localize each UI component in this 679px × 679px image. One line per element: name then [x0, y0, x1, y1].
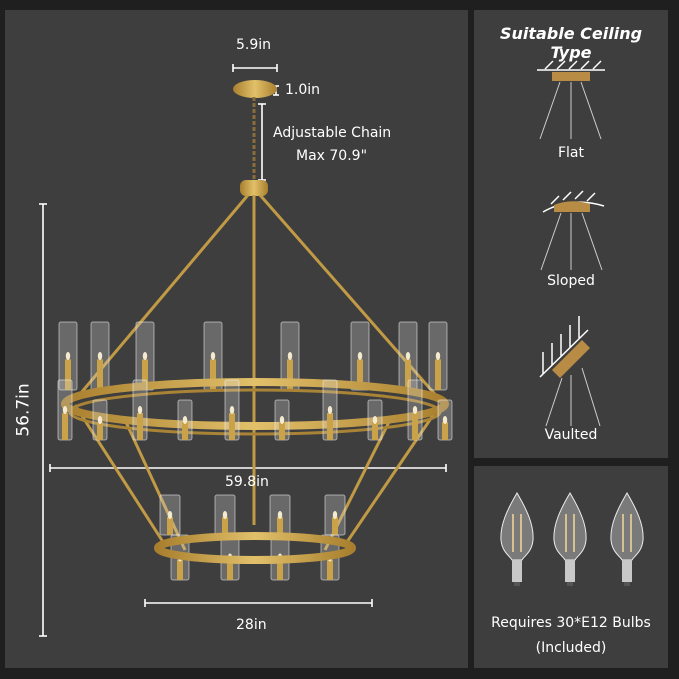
canopy-height-label: 1.0in	[285, 82, 321, 98]
upper-diameter-label: 59.8in	[225, 474, 269, 490]
hub	[240, 180, 268, 196]
chain-label-line1: Adjustable Chain	[273, 125, 392, 141]
candle-glass	[159, 494, 181, 536]
ceiling-type-vaulted: Vaulted	[544, 427, 598, 443]
total-height-label: 56.7in	[13, 383, 34, 437]
ceiling-type-sloped: Sloped	[547, 273, 595, 289]
vaulted-ceiling-icon	[539, 316, 601, 427]
e12-bulb-icon	[553, 492, 587, 586]
frame-rods	[73, 194, 442, 551]
e12-bulb-icon	[500, 492, 534, 586]
candle-glass	[57, 379, 73, 441]
chain-label-line2: Max 70.9"	[296, 148, 368, 164]
candle-glass	[224, 379, 240, 441]
candle-glass	[437, 399, 453, 441]
upper-ring-lower-band	[68, 388, 442, 436]
ceiling-type-flat: Flat	[557, 145, 584, 161]
flat-ceiling-icon	[537, 60, 605, 140]
e12-bulb-icon	[610, 492, 644, 586]
lower-ring	[154, 532, 356, 564]
candle-glass	[322, 379, 338, 441]
candle-glass	[367, 399, 383, 441]
candle-glass	[274, 399, 290, 441]
bulb-requirement: Requires 30*E12 Bulbs (Included)	[474, 611, 668, 661]
candle-glass	[90, 321, 110, 391]
candle-glass	[177, 399, 193, 441]
candle-glass	[407, 379, 423, 441]
candle-glass	[203, 321, 223, 391]
candle-glass	[214, 494, 236, 536]
ceiling-type-title: Suitable Ceiling Type	[499, 24, 643, 62]
candle-glass	[269, 494, 291, 536]
candle-glass	[132, 379, 148, 441]
bulb-requirement-line2: (Included)	[535, 640, 607, 656]
candle-glass	[428, 321, 448, 391]
candle-glass	[350, 321, 370, 391]
candle-glass	[135, 321, 155, 391]
lower-diameter-label: 28in	[236, 617, 267, 633]
sloped-ceiling-icon	[540, 190, 605, 271]
bulb-requirement-line1: Requires 30*E12 Bulbs	[491, 615, 651, 631]
candle-glass	[324, 494, 346, 536]
canopy-width-label: 5.9in	[236, 37, 272, 53]
candle-glass	[58, 321, 78, 391]
candle-glass	[92, 399, 108, 441]
upper-ring	[61, 378, 449, 430]
candle-glass	[398, 321, 418, 391]
canopy	[233, 80, 277, 98]
